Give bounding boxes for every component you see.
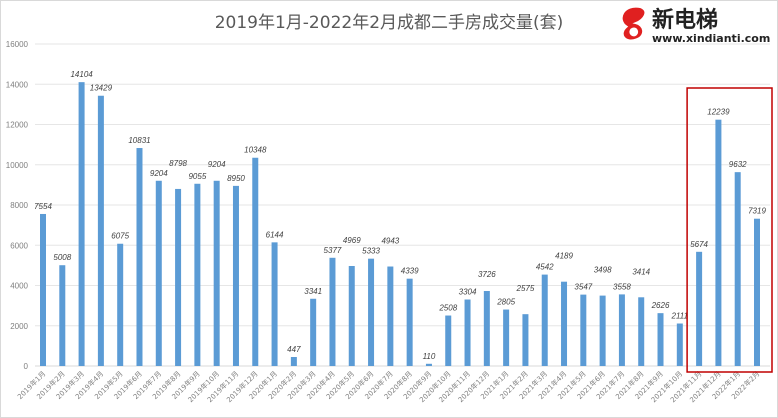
bar: [483, 291, 490, 366]
data-label: 3498: [594, 266, 612, 275]
data-label: 5377: [324, 246, 342, 255]
bar: [754, 218, 760, 366]
bar: [696, 251, 703, 366]
data-label: 9204: [150, 169, 168, 178]
watermark-brand: 新电梯: [652, 8, 719, 33]
data-label: 8950: [227, 174, 245, 183]
bar: [715, 119, 722, 366]
data-label: 8798: [169, 159, 187, 168]
data-label: 110: [423, 352, 436, 361]
bar: [348, 265, 355, 366]
bar: [78, 82, 85, 367]
bar: [290, 357, 297, 366]
watermark-logo-icon: [621, 5, 647, 42]
highlight-box: [686, 87, 773, 373]
data-label: 5008: [53, 253, 71, 262]
bar: [232, 185, 239, 366]
bar: [599, 295, 606, 366]
data-label: 3341: [304, 287, 322, 296]
bar: [40, 213, 46, 366]
data-label: 7554: [34, 202, 52, 211]
data-label: 14104: [70, 70, 93, 79]
data-label: 4339: [401, 267, 419, 276]
bar: [175, 188, 182, 366]
bar: [155, 180, 162, 366]
data-label: 13429: [90, 84, 113, 93]
bar: [445, 315, 452, 366]
bar: [406, 278, 413, 366]
data-label: 5674: [690, 240, 708, 249]
watermark-url: www.xindianti.com: [652, 32, 771, 45]
data-label: 2805: [496, 298, 515, 307]
bar: [734, 172, 741, 366]
y-tick-label: 6000: [10, 241, 28, 250]
data-label: 3414: [632, 267, 650, 276]
data-label: 2508: [438, 304, 457, 313]
y-tick-label: 4000: [10, 282, 28, 291]
data-label: 2626: [651, 301, 670, 310]
bar: [136, 148, 143, 366]
bar: [213, 180, 220, 366]
data-label: 4189: [555, 252, 573, 261]
bar: [676, 323, 683, 366]
data-label: 12239: [707, 108, 730, 117]
bar: [252, 157, 259, 366]
bar: [387, 266, 394, 366]
data-label: 9055: [188, 172, 206, 181]
data-label: 4542: [536, 263, 554, 272]
bar: [561, 281, 568, 366]
data-label: 3304: [459, 288, 477, 297]
bar: [271, 242, 278, 366]
y-tick-label: 16000: [6, 40, 29, 49]
data-label: 4943: [381, 237, 399, 246]
y-tick-label: 0: [24, 362, 29, 371]
data-label: 3547: [574, 283, 592, 292]
bar: [464, 299, 471, 366]
data-label: 3726: [478, 270, 496, 279]
data-label: 6144: [266, 230, 284, 239]
data-label: 9632: [729, 160, 747, 169]
bar: [657, 313, 664, 366]
y-tick-label: 8000: [10, 201, 28, 210]
bar: [503, 309, 510, 366]
data-label: 447: [287, 345, 301, 354]
data-label: 2111: [671, 312, 689, 321]
bar: [329, 257, 336, 366]
data-label: 5333: [362, 247, 380, 256]
data-label: 10831: [128, 136, 150, 145]
bar: [580, 294, 587, 366]
bar: [117, 243, 124, 366]
data-label: 4969: [343, 236, 361, 245]
y-tick-label: 10000: [6, 161, 29, 170]
bar: [541, 274, 548, 366]
data-label: 10348: [244, 146, 267, 155]
bar: [59, 265, 66, 366]
data-label: 9204: [208, 160, 226, 169]
bar: [638, 297, 645, 366]
bar: [618, 294, 625, 366]
bar: [310, 298, 317, 366]
chart-title: 2019年1月-2022年2月成都二手房成交量(套): [214, 13, 564, 33]
data-label: 7319: [748, 207, 766, 216]
y-tick-label: 14000: [6, 80, 29, 89]
bar: [368, 258, 375, 366]
bar: [97, 95, 104, 366]
bar: [522, 314, 529, 366]
y-tick-label: 12000: [6, 121, 29, 130]
data-label: 6075: [111, 232, 129, 241]
data-label: 3558: [613, 282, 631, 291]
bar: [194, 183, 201, 366]
data-label: 2575: [516, 284, 535, 293]
y-tick-label: 2000: [10, 322, 28, 331]
bar: [425, 363, 432, 366]
